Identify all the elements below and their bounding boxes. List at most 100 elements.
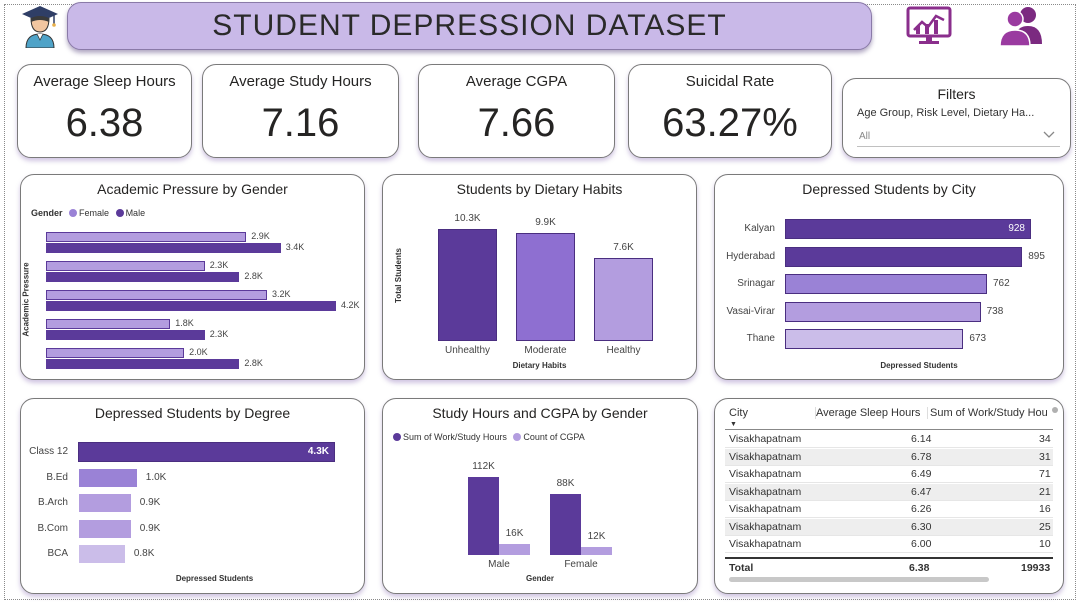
cell-city: Visakhapatnam — [729, 538, 802, 550]
bar-data-label: 2.3K — [209, 260, 229, 270]
pressure-bar-female[interactable] — [46, 348, 185, 358]
y-tick-label: B.Arch — [37, 497, 68, 508]
study-bar[interactable] — [581, 546, 612, 555]
bar-data-label: 88K — [556, 477, 575, 489]
legend-title: Gender — [31, 208, 63, 218]
legend-study: Sum of Work/Study Hours — [403, 432, 507, 442]
study-bar[interactable] — [468, 477, 499, 555]
cell-city: Visakhapatnam — [729, 503, 802, 515]
bar-data-label: 738 — [986, 305, 1004, 317]
cell-study: 16 — [1039, 503, 1051, 515]
filters-subtitle: Age Group, Risk Level, Dietary Ha... — [857, 107, 1035, 119]
chart-academic-pressure: Academic Pressure by Gender Gender Femal… — [20, 174, 365, 380]
table-row[interactable]: Visakhapatnam 6.47 21 — [725, 483, 1053, 501]
filters-title: Filters — [937, 86, 976, 102]
users-icon[interactable] — [998, 4, 1046, 48]
cell-city: Visakhapatnam — [729, 485, 802, 498]
y-tick-label: BCA — [47, 548, 68, 559]
pressure-bar-female[interactable] — [46, 261, 205, 271]
degree-bar[interactable] — [78, 442, 335, 462]
vertical-scrollbar-thumb[interactable] — [1052, 407, 1058, 413]
legend-female: Female — [79, 208, 110, 218]
table-header-city[interactable]: City — [729, 407, 748, 419]
cell-study: 21 — [1039, 485, 1051, 498]
y-tick-label: Srinagar — [737, 278, 775, 289]
table-header-sleep[interactable]: Average Sleep Hours — [815, 407, 921, 419]
kpi-label: Average CGPA — [465, 73, 568, 90]
pressure-bar-male[interactable] — [46, 272, 240, 282]
kpi-label: Average Sleep Hours — [33, 73, 176, 90]
pressure-bar-female[interactable] — [46, 319, 171, 329]
chart-legend: Sum of Work/Study Hours Count of CGPA — [393, 432, 585, 442]
study-bar[interactable] — [499, 543, 530, 555]
table-row[interactable]: Visakhapatnam 6.49 71 — [725, 466, 1053, 483]
degree-bar[interactable] — [78, 544, 126, 564]
city-bar[interactable] — [785, 274, 987, 294]
cell-sleep: 6.00 — [911, 538, 932, 550]
dietary-bar[interactable] — [594, 258, 653, 341]
city-bar[interactable] — [785, 301, 981, 322]
study-bar[interactable] — [550, 493, 581, 555]
chart-title: Academic Pressure by Gender — [97, 181, 288, 197]
chart-dietary-habits: Students by Dietary Habits Total Student… — [382, 174, 697, 380]
cell-sleep: 6.47 — [911, 485, 932, 498]
table-row[interactable]: Visakhapatnam 6.30 25 — [725, 518, 1053, 536]
cell-city: Visakhapatnam — [729, 450, 802, 463]
pressure-bar-male[interactable] — [46, 330, 205, 340]
cell-study: 31 — [1039, 450, 1051, 463]
pressure-bar-male[interactable] — [46, 243, 281, 253]
bar-data-label: 12K — [587, 530, 606, 542]
cell-sleep: 6.78 — [911, 450, 932, 463]
cell-sleep: 6.30 — [911, 520, 932, 533]
table-row[interactable]: Visakhapatnam 6.14 34 — [725, 431, 1053, 448]
x-axis-title: Dietary Habits — [512, 361, 567, 370]
city-bar[interactable] — [785, 329, 964, 349]
chevron-down-icon — [1042, 127, 1056, 144]
sort-desc-icon[interactable]: ▼ — [730, 421, 737, 428]
city-bar[interactable] — [785, 246, 1023, 267]
degree-bar[interactable] — [78, 493, 132, 513]
bar-data-label: 3.2K — [271, 289, 291, 299]
bar-data-label: 4.2K — [341, 300, 360, 310]
horizontal-scrollbar[interactable] — [729, 577, 989, 582]
cell-study: 34 — [1039, 433, 1051, 445]
x-tick-label: Moderate — [524, 345, 567, 356]
kpi-card-suicidal: Suicidal Rate 63.27% — [628, 64, 832, 158]
legend-cgpa: Count of CGPA — [523, 432, 585, 442]
bar-data-label: 895 — [1028, 250, 1045, 262]
cell-sleep: 6.26 — [911, 503, 932, 515]
table-row[interactable]: Visakhapatnam 6.26 16 — [725, 501, 1053, 518]
degree-bar[interactable] — [78, 467, 138, 488]
x-axis-title: Gender — [525, 574, 554, 583]
bar-data-label: 0.8K — [133, 548, 155, 559]
total-label: Total — [729, 562, 754, 574]
table-row[interactable]: Visakhapatnam 6.00 10 — [725, 536, 1053, 553]
kpi-card-cgpa: Average CGPA 7.66 — [418, 64, 615, 158]
monitor-chart-icon[interactable] — [906, 6, 952, 46]
bar-data-label: 3.4K — [285, 242, 305, 252]
table-row[interactable]: Visakhapatnam 6.78 31 — [725, 448, 1053, 466]
city-bar[interactable] — [785, 219, 1031, 239]
table-header-divider — [725, 429, 1053, 430]
pressure-bar-male[interactable] — [46, 301, 336, 311]
legend-swatch-cgpa — [513, 433, 522, 441]
dietary-bar[interactable] — [516, 233, 575, 341]
chart-study-cgpa: Study Hours and CGPA by Gender Sum of Wo… — [382, 398, 698, 594]
kpi-value: 63.27% — [662, 101, 798, 145]
pressure-bar-female[interactable] — [46, 290, 267, 300]
pressure-bar-male[interactable] — [46, 359, 240, 369]
y-axis-title: Academic Pressure — [21, 262, 31, 337]
chart-title: Students by Dietary Habits — [456, 181, 623, 197]
pressure-bar-female[interactable] — [46, 232, 247, 242]
x-tick-label: Male — [488, 559, 510, 570]
legend-swatch-female — [69, 209, 78, 217]
filter-dropdown[interactable]: All — [857, 125, 1060, 147]
degree-bar[interactable] — [78, 518, 132, 539]
y-axis-title: Total Students — [393, 248, 403, 303]
table-header-study[interactable]: Sum of Work/Study Hou — [927, 407, 1057, 419]
city-table: City ▼ Average Sleep Hours Sum of Work/S… — [714, 398, 1064, 594]
cell-sleep: 6.14 — [911, 433, 932, 445]
chart-depressed-by-degree: Depressed Students by Degree Depressed S… — [20, 398, 365, 594]
dietary-bar[interactable] — [438, 229, 497, 341]
kpi-card-sleep: Average Sleep Hours 6.38 — [17, 64, 192, 158]
